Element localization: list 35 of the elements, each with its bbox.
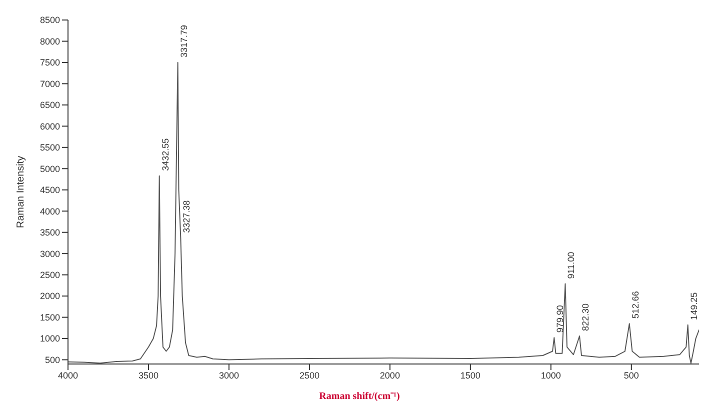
y-tick-label: 3000 bbox=[40, 248, 60, 259]
y-tick-label: 6000 bbox=[40, 121, 60, 132]
y-tick-label: 8000 bbox=[40, 36, 60, 46]
y-tick-label: 8500 bbox=[40, 15, 60, 26]
annotation: 3317.79 bbox=[178, 24, 189, 58]
y-tick-label: 1000 bbox=[40, 334, 60, 344]
y-tick-label: 4500 bbox=[40, 185, 60, 196]
y-tick-label: 500 bbox=[44, 354, 60, 365]
annotation: 911.00 bbox=[566, 252, 576, 279]
annotation: 3327.38 bbox=[182, 200, 192, 233]
annotation: 149.25 bbox=[688, 292, 699, 320]
y-tick-label: 7000 bbox=[40, 78, 60, 89]
x-tick-label: 3500 bbox=[138, 370, 158, 380]
y-tick-label: 1500 bbox=[40, 312, 60, 322]
y-tick-label: 7500 bbox=[40, 58, 60, 68]
annotation: 822.30 bbox=[580, 303, 591, 331]
y-tick-label: 3500 bbox=[40, 228, 60, 238]
x-tick-label: 2000 bbox=[380, 370, 400, 380]
annotation: 512.66 bbox=[630, 291, 640, 319]
x-tick-label: 4000 bbox=[58, 370, 78, 380]
x-tick-label: 3000 bbox=[218, 370, 239, 380]
y-tick-label: 6500 bbox=[40, 100, 60, 110]
y-tick-label: 2500 bbox=[40, 270, 60, 280]
x-tick-label: 1500 bbox=[460, 370, 480, 380]
x-tick-label: 500 bbox=[624, 370, 639, 380]
y-tick-label: 2000 bbox=[40, 291, 60, 302]
x-tick-label: 1000 bbox=[540, 370, 561, 380]
annotation: 3432.55 bbox=[160, 138, 170, 171]
y-axis-title: Raman Intensity bbox=[16, 156, 27, 228]
annotation: 979.90 bbox=[555, 305, 566, 333]
y-tick-label: 5000 bbox=[40, 164, 60, 174]
x-axis-title: Raman shift/(cm⁻¹) bbox=[318, 390, 401, 402]
x-tick-label: 2500 bbox=[299, 370, 320, 380]
y-tick-label: 4000 bbox=[40, 206, 60, 216]
y-tick-label: 5500 bbox=[40, 142, 60, 153]
